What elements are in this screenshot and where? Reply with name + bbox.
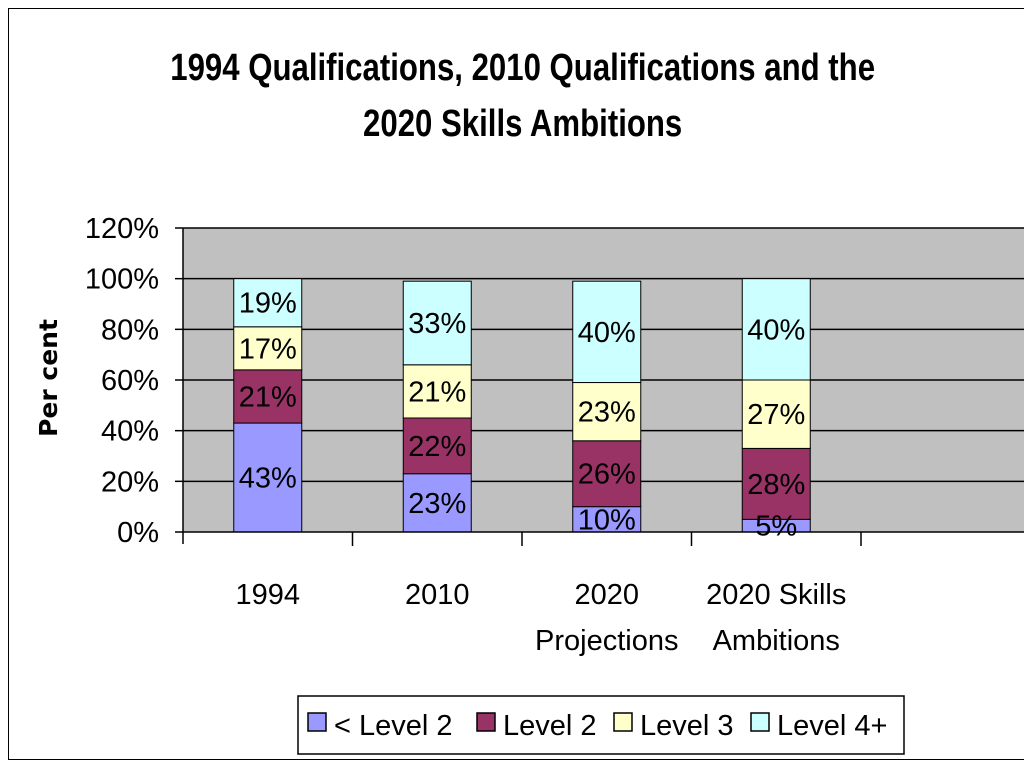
bar-segment xyxy=(233,278,303,328)
bar-segment xyxy=(572,382,642,442)
bar-segment xyxy=(741,278,811,381)
data-label: 17% xyxy=(239,333,297,365)
bar-segment xyxy=(572,280,642,384)
data-label: 21% xyxy=(408,376,466,408)
x-tick-label: Projections xyxy=(535,625,678,657)
data-label: 19% xyxy=(239,288,297,320)
data-label: 21% xyxy=(239,381,297,413)
x-tick-label: Ambitions xyxy=(713,625,840,657)
y-tick-label: 40% xyxy=(101,416,159,448)
data-label: 23% xyxy=(578,397,636,429)
x-tick-label: 2010 xyxy=(405,579,470,611)
chart-title-line-1: 1994 Qualifications, 2010 Qualifications… xyxy=(170,47,876,89)
y-axis-label: Per cent xyxy=(34,319,63,437)
x-tick-label: 2020 xyxy=(574,579,639,611)
legend-label: < Level 2 xyxy=(334,710,453,742)
data-label: 40% xyxy=(578,317,636,349)
y-tick-label: 0% xyxy=(117,517,159,549)
data-label: 33% xyxy=(408,308,466,340)
bar-segment xyxy=(572,440,642,508)
data-label: 22% xyxy=(408,431,466,463)
bar-segment xyxy=(233,369,303,424)
bar-segment xyxy=(741,447,811,520)
legend-label: Level 4+ xyxy=(777,710,887,742)
x-tick-label: 2020 Skills xyxy=(706,579,846,611)
data-label: 23% xyxy=(408,488,466,520)
y-tick-label: 20% xyxy=(101,466,159,498)
bar-segment xyxy=(402,417,472,475)
legend-box xyxy=(297,695,905,755)
y-tick-label: 80% xyxy=(101,314,159,346)
bar-segment xyxy=(402,473,472,533)
legend-label: Level 3 xyxy=(640,710,734,742)
bar-segment xyxy=(402,280,472,366)
data-label: 10% xyxy=(578,504,636,536)
data-label: 43% xyxy=(239,463,297,495)
chart-title-line-2: 2020 Skills Ambitions xyxy=(363,103,683,145)
y-tick-label: 120% xyxy=(85,213,159,245)
data-label: 5% xyxy=(755,511,797,543)
data-label: 40% xyxy=(747,314,805,346)
bar-segment xyxy=(402,364,472,419)
y-tick-label: 100% xyxy=(85,264,159,296)
legend-swatch xyxy=(613,712,633,732)
x-tick-label: 1994 xyxy=(235,579,300,611)
data-label: 27% xyxy=(747,399,805,431)
chart-title: 1994 Qualifications, 2010 Qualifications… xyxy=(92,40,953,152)
bar-segment xyxy=(233,326,303,371)
legend-swatch xyxy=(750,712,770,732)
bar-segment xyxy=(741,379,811,449)
legend-swatch xyxy=(476,712,496,732)
data-label: 26% xyxy=(578,459,636,491)
legend-swatch xyxy=(307,712,327,732)
data-label: 28% xyxy=(747,469,805,501)
legend-label: Level 2 xyxy=(503,710,597,742)
y-tick-label: 60% xyxy=(101,365,159,397)
